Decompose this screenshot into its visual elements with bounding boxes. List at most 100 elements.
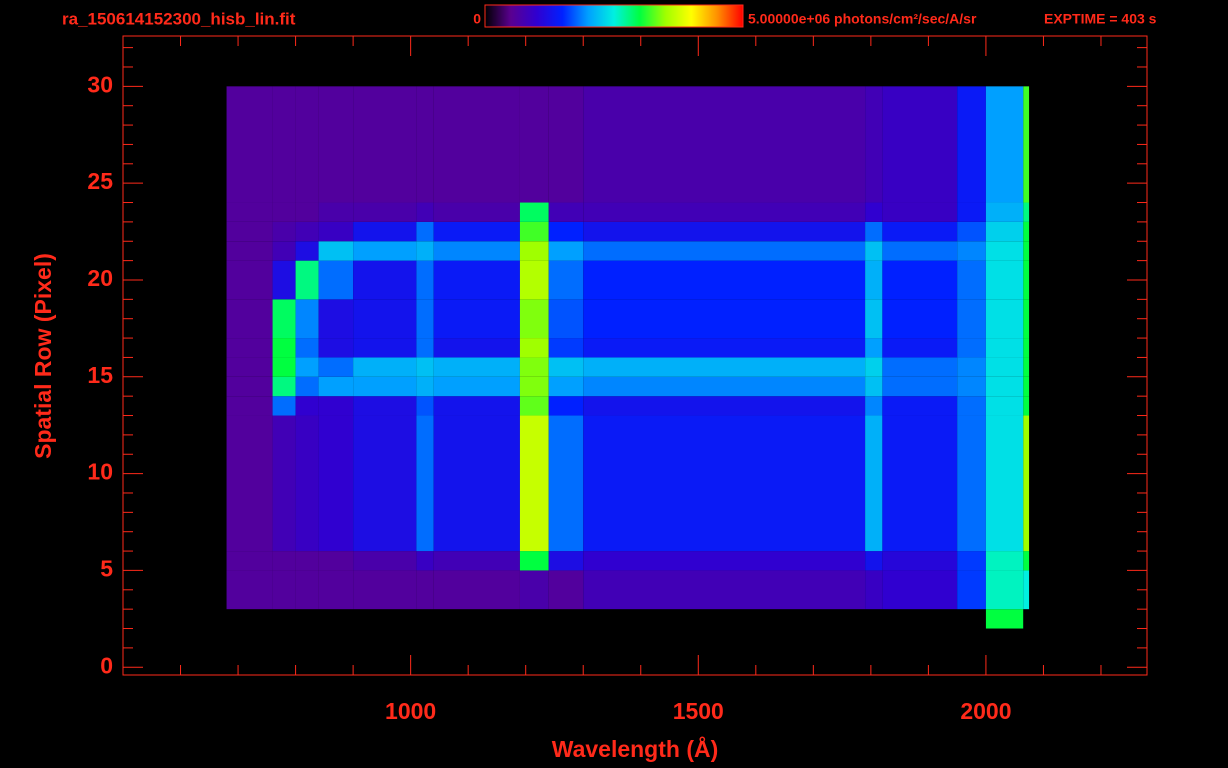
heatmap-cell [295,221,319,242]
heatmap-cell [882,357,958,377]
y-axis-label: Spatial Row (Pixel) [30,253,56,459]
heatmap-cell [882,415,958,552]
heatmap-cell [957,415,986,552]
x-tick-label: 1000 [385,698,436,724]
heatmap-cell [985,202,1024,222]
heatmap-cell [548,241,584,261]
heatmap-cell [272,570,296,610]
heatmap-cell [865,551,883,571]
heatmap-cell [865,396,883,416]
heatmap-cell [272,299,296,339]
heatmap-cell [416,260,434,300]
heatmap-cell [1023,609,1030,629]
heatmap-cell [416,415,434,552]
heatmap-cell [957,260,986,300]
heatmap-cell [318,338,354,358]
heatmap-cell [519,415,549,552]
heatmap-cell [353,338,417,358]
y-tick-label: 10 [87,459,113,485]
heatmap-cell [865,570,883,610]
heatmap-cell [548,376,584,397]
heatmap-cell [519,221,549,242]
heatmap-cell [272,86,296,203]
y-tick-label: 20 [87,265,113,291]
heatmap-cell [416,376,434,397]
heatmap-cell [519,551,549,571]
heatmap-cell [318,260,354,300]
heatmap-cell [583,376,866,397]
heatmap-cell [226,570,273,610]
heatmap-cell [226,396,273,416]
heatmap-cell [433,415,520,552]
heatmap-cell [957,221,986,242]
heatmap-cell [353,86,417,203]
heatmap-cell [226,221,273,242]
heatmap-cell [985,570,1024,610]
heatmap-cell [865,260,883,300]
heatmap-cell [985,551,1024,571]
heatmap-cell [353,299,417,339]
heatmap-cell [295,357,319,377]
heatmap-cell [548,415,584,552]
heatmap-cell [583,396,866,416]
heatmap-cell [583,415,866,552]
heatmap-cell [583,86,866,203]
heatmap-cell [353,202,417,222]
heatmap-cell [985,299,1024,339]
heatmap-cell [353,415,417,552]
heatmap-cell [226,241,273,261]
heatmap-cell [519,609,549,629]
heatmap-cell [1023,551,1030,571]
heatmap-cell [1023,376,1030,397]
heatmap-cell [985,338,1024,358]
heatmap-cell [318,396,354,416]
heatmap-cell [519,357,549,377]
heatmap-cell [583,241,866,261]
heatmap-cell [416,357,434,377]
heatmap-cell [583,338,866,358]
y-tick-label: 25 [87,168,113,194]
heatmap-cell [519,86,549,203]
heatmap-cell [882,202,958,222]
heatmap-cell [318,551,354,571]
heatmap-cell [882,86,958,203]
heatmap-cell [226,609,273,629]
heatmap-cell [272,221,296,242]
chart-title: ra_150614152300_hisb_lin.fit [62,9,296,28]
heatmap-cell [865,415,883,552]
heatmap-cell [583,202,866,222]
heatmap-cell [1023,260,1030,300]
heatmap-cell [433,260,520,300]
heatmap-cell [416,609,434,629]
heatmap-cell [318,357,354,377]
heatmap-cell [226,299,273,339]
heatmap-cell [433,221,520,242]
heatmap-cell [882,221,958,242]
heatmap-cell [295,202,319,222]
heatmap-cell [433,376,520,397]
heatmap-cell [295,376,319,397]
heatmap-cell [1023,396,1030,416]
heatmap-cell [318,299,354,339]
heatmap-cell [882,396,958,416]
heatmap-cell [1023,415,1030,552]
heatmap-cell [865,299,883,339]
heatmap-cell [416,570,434,610]
heatmap-cell [882,241,958,261]
heatmap-cell [416,202,434,222]
heatmap-cell [519,299,549,339]
heatmap-cell [226,551,273,571]
heatmap-cell [226,86,273,203]
heatmap-cell [295,396,319,416]
heatmap-cell [583,609,866,629]
heatmap-cell [416,551,434,571]
heatmap-cell [318,415,354,552]
heatmap-cell [865,241,883,261]
y-tick-label: 30 [87,71,113,97]
heatmap-cell [318,570,354,610]
x-tick-label: 1500 [673,698,724,724]
heatmap-cell [353,260,417,300]
heatmap-cell [548,202,584,222]
heatmap-cell [548,357,584,377]
